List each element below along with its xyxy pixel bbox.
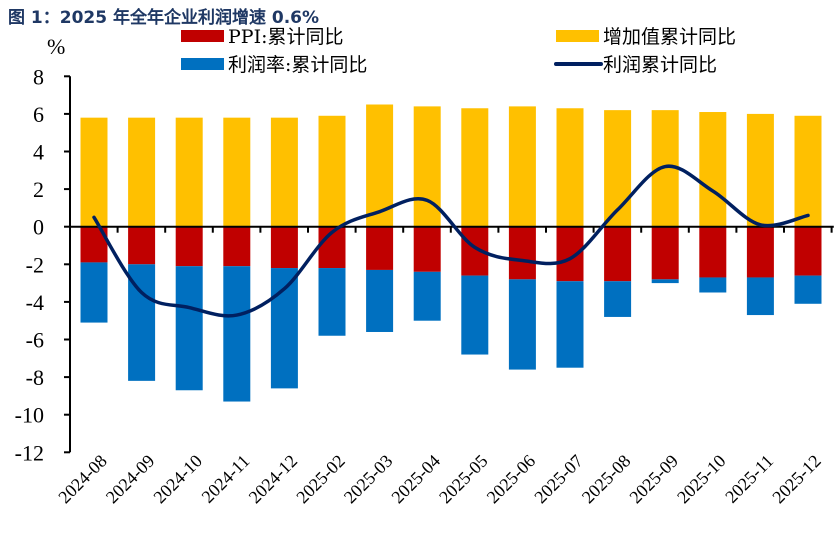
- y-tick-label: 2: [33, 177, 44, 202]
- bar-value-added: [699, 112, 727, 227]
- bar-value-added: [604, 110, 632, 227]
- bar-ppi: [651, 226, 679, 280]
- x-tick-label: 2025-06: [483, 451, 540, 508]
- x-tick-label: 2025-02: [292, 451, 349, 508]
- y-tick-label: -8: [26, 365, 44, 390]
- bar-profit-margin: [508, 279, 536, 370]
- x-tick-label: 2025-08: [578, 451, 635, 508]
- line-layer: [92, 164, 810, 318]
- x-tick-label: 2024-11: [198, 451, 254, 507]
- bar-profit-margin: [699, 277, 727, 293]
- bar-ppi: [413, 226, 441, 272]
- x-tick-label: 2024-12: [245, 451, 302, 508]
- bar-value-added: [175, 117, 203, 227]
- bar-profit-margin: [413, 271, 441, 321]
- bar-ppi: [746, 226, 774, 278]
- bar-ppi: [699, 226, 727, 278]
- y-axis-unit: %: [47, 34, 65, 59]
- chart-title: 图 1：2025 年全年企业利润增速 0.6%: [8, 8, 320, 28]
- y-tick-label: -12: [15, 440, 44, 465]
- legend-label: 利润累计同比: [603, 54, 717, 76]
- bar-value-added: [80, 117, 108, 227]
- bar-profit-margin: [461, 275, 489, 355]
- x-tick-label: 2025-09: [625, 451, 682, 508]
- bar-profit-margin: [556, 281, 584, 368]
- legend-item-value-added: 增加值累计同比: [556, 26, 736, 48]
- bar-ppi: [794, 226, 822, 276]
- bar-value-added: [794, 115, 822, 227]
- bar-value-added: [461, 108, 489, 227]
- x-tick-label: 2025-05: [435, 451, 492, 508]
- bar-value-added: [223, 117, 251, 227]
- x-tick-label: 2024-08: [54, 451, 111, 508]
- x-tick-label: 2024-10: [149, 451, 206, 508]
- y-tick-label: 4: [33, 140, 44, 165]
- y-tick-label: -6: [26, 328, 44, 353]
- bar-profit-margin: [604, 281, 632, 317]
- legend-swatch: [181, 58, 224, 70]
- bars-layer: [80, 104, 822, 402]
- bar-ppi: [604, 226, 632, 282]
- bar-ppi: [366, 226, 394, 270]
- bar-ppi: [508, 226, 536, 280]
- y-tick-label: 8: [33, 64, 44, 89]
- y-tick-label: -10: [15, 403, 44, 428]
- x-tick-label: 2025-04: [387, 451, 444, 508]
- legend-item-profit-margin: 利润率:累计同比: [181, 54, 367, 76]
- legend-swatch: [556, 30, 599, 42]
- x-tick-label: 2025-12: [768, 451, 825, 508]
- x-tick-label: 2025-11: [721, 451, 777, 507]
- bar-value-added: [556, 108, 584, 227]
- bar-profit-margin: [223, 266, 251, 402]
- bar-value-added: [508, 106, 536, 227]
- bar-profit-margin: [794, 275, 822, 304]
- bar-profit-margin: [175, 266, 203, 391]
- bar-ppi: [175, 226, 203, 267]
- x-tick-label: 2025-10: [673, 451, 730, 508]
- legend-label: 增加值累计同比: [603, 26, 736, 48]
- y-tick-label: 6: [33, 102, 44, 127]
- legend-label: 利润率:累计同比: [228, 54, 367, 76]
- bar-ppi: [270, 226, 298, 269]
- bar-value-added: [318, 115, 346, 227]
- bar-ppi: [223, 226, 251, 267]
- legend-item-ppi: PPI:累计同比: [181, 26, 343, 48]
- legend-label: PPI:累计同比: [228, 26, 343, 48]
- legend-swatch: [181, 30, 224, 42]
- legend-item-profit: 利润累计同比: [554, 54, 717, 76]
- bar-profit-margin: [651, 279, 679, 284]
- bar-value-added: [128, 117, 156, 227]
- line-profit-cumulative: [92, 164, 810, 318]
- x-tick-label: 2024-09: [102, 451, 159, 508]
- y-tick-label: 0: [33, 215, 44, 240]
- bar-profit-margin: [746, 277, 774, 316]
- bar-value-added: [270, 117, 298, 227]
- bar-profit-margin: [366, 269, 394, 332]
- x-tick-label: 2025-07: [530, 451, 587, 508]
- y-tick-label: -2: [26, 252, 44, 277]
- bar-profit-margin: [80, 262, 108, 323]
- y-tick-label: -4: [26, 290, 44, 315]
- bar-value-added: [746, 113, 774, 227]
- bar-ppi: [128, 226, 156, 265]
- x-tick-label: 2025-03: [340, 451, 397, 508]
- bar-profit-margin: [270, 268, 298, 389]
- bar-profit-margin: [318, 268, 346, 336]
